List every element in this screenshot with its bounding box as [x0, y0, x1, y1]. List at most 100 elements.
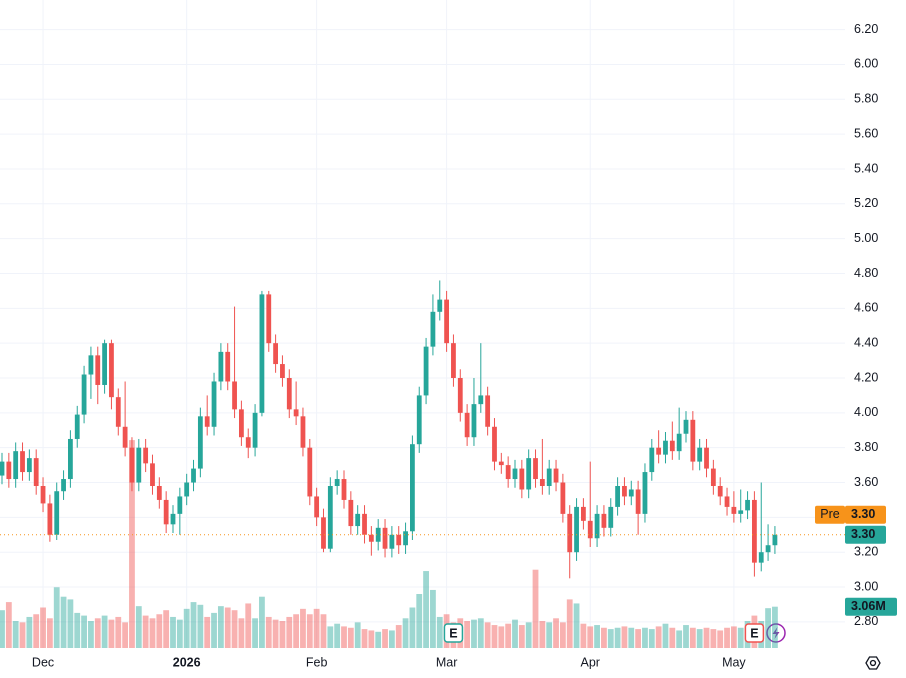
candle-body: [122, 426, 128, 448]
candle-body: [533, 458, 538, 480]
volume-bar: [689, 627, 696, 648]
volume-bar: [518, 625, 525, 648]
volume-bar: [546, 622, 553, 648]
candle-body: [321, 517, 326, 549]
candle-body: [765, 545, 771, 553]
volume-bar: [149, 618, 156, 648]
candle-body: [211, 381, 217, 427]
price-marker-box: [845, 525, 886, 544]
volume-bar: [594, 625, 600, 648]
candle-body: [239, 409, 244, 438]
y-tick-label: 6.20: [854, 22, 878, 36]
volume-bar: [354, 622, 361, 648]
candle-body: [348, 499, 354, 527]
candle-body: [601, 513, 607, 528]
volume-bar: [122, 622, 129, 648]
volume-bar: [382, 629, 388, 648]
volume-bar: [231, 610, 238, 648]
candle-body: [26, 458, 32, 473]
volume-bar: [361, 629, 368, 648]
candle-body: [300, 416, 306, 448]
volume-bar: [375, 631, 382, 648]
candle-body: [615, 486, 620, 507]
candle-body: [47, 503, 53, 535]
candle-body: [0, 461, 5, 476]
volume-bar: [94, 618, 101, 648]
x-tick-label: May: [722, 655, 746, 669]
volume-bar: [272, 619, 279, 648]
candle-body: [389, 534, 395, 549]
volume-bar: [436, 616, 443, 648]
volume-bar: [293, 614, 300, 648]
y-tick-label: 5.20: [854, 196, 878, 210]
y-tick-label: 4.40: [854, 335, 878, 349]
candle-body: [594, 513, 600, 539]
volume-bar: [539, 621, 546, 648]
candle-body: [150, 463, 155, 486]
flash-event[interactable]: [766, 623, 786, 643]
earnings-event[interactable]: E: [744, 623, 765, 643]
candle-body: [410, 444, 415, 532]
candle-body: [724, 496, 730, 507]
candle-body: [375, 527, 381, 542]
candle-body: [772, 534, 778, 546]
candle-body: [334, 479, 340, 486]
candle-body: [423, 346, 429, 396]
volume-bar: [238, 618, 245, 648]
x-tick-label: Mar: [436, 655, 458, 669]
candle-body: [163, 499, 169, 525]
candle-body: [430, 311, 436, 347]
volume-bar: [115, 616, 122, 648]
volume-bar: [628, 627, 635, 648]
candle-body: [280, 364, 285, 378]
event-label: E: [449, 626, 457, 640]
volume-bar: [402, 618, 409, 648]
volume-bars: [0, 440, 778, 648]
candle-body: [88, 355, 94, 375]
earnings-event[interactable]: E: [443, 623, 464, 643]
y-tick-label: 5.60: [854, 126, 878, 140]
candle-body: [758, 552, 764, 563]
marker-name-box: [815, 505, 845, 524]
y-tick-label: 3.80: [854, 440, 878, 454]
volume-bar: [737, 627, 744, 648]
candle-body: [266, 294, 272, 344]
candle-body: [738, 510, 744, 514]
candle-body: [115, 397, 121, 427]
volume-bar: [648, 629, 655, 648]
candle-body: [567, 513, 573, 553]
candle-body: [444, 299, 449, 344]
volume-bar: [772, 606, 778, 648]
settings-icon[interactable]: [865, 656, 881, 670]
volume-bar: [491, 625, 498, 648]
volume-bar: [53, 587, 60, 648]
volume-bar: [81, 615, 87, 648]
volume-bar: [286, 616, 293, 648]
volume-bar: [696, 629, 703, 648]
volume-bar: [74, 612, 81, 648]
volume-bar: [0, 610, 5, 648]
candle-body: [225, 351, 231, 382]
candle-body: [492, 426, 497, 462]
candle-body: [717, 486, 723, 497]
marker-name: Pre: [820, 507, 840, 521]
candle-body: [704, 447, 709, 469]
candle-body: [341, 479, 347, 500]
candle-body: [437, 299, 443, 312]
candle-body: [184, 482, 190, 497]
volume-bar: [313, 608, 320, 648]
volume-bar: [601, 627, 607, 648]
volume-bar: [211, 612, 217, 648]
volume-bar: [573, 603, 580, 648]
volume-bar: [129, 440, 135, 648]
volume-bar: [423, 571, 429, 648]
candle-body: [628, 489, 634, 497]
candle-body: [286, 378, 292, 410]
volume-bar: [67, 599, 74, 648]
volume-bar: [327, 626, 334, 648]
volume-bar: [532, 569, 539, 648]
candle-body: [170, 513, 176, 525]
volume-bar: [142, 615, 149, 648]
volume-bar: [170, 616, 176, 648]
volume-bar: [416, 594, 423, 648]
